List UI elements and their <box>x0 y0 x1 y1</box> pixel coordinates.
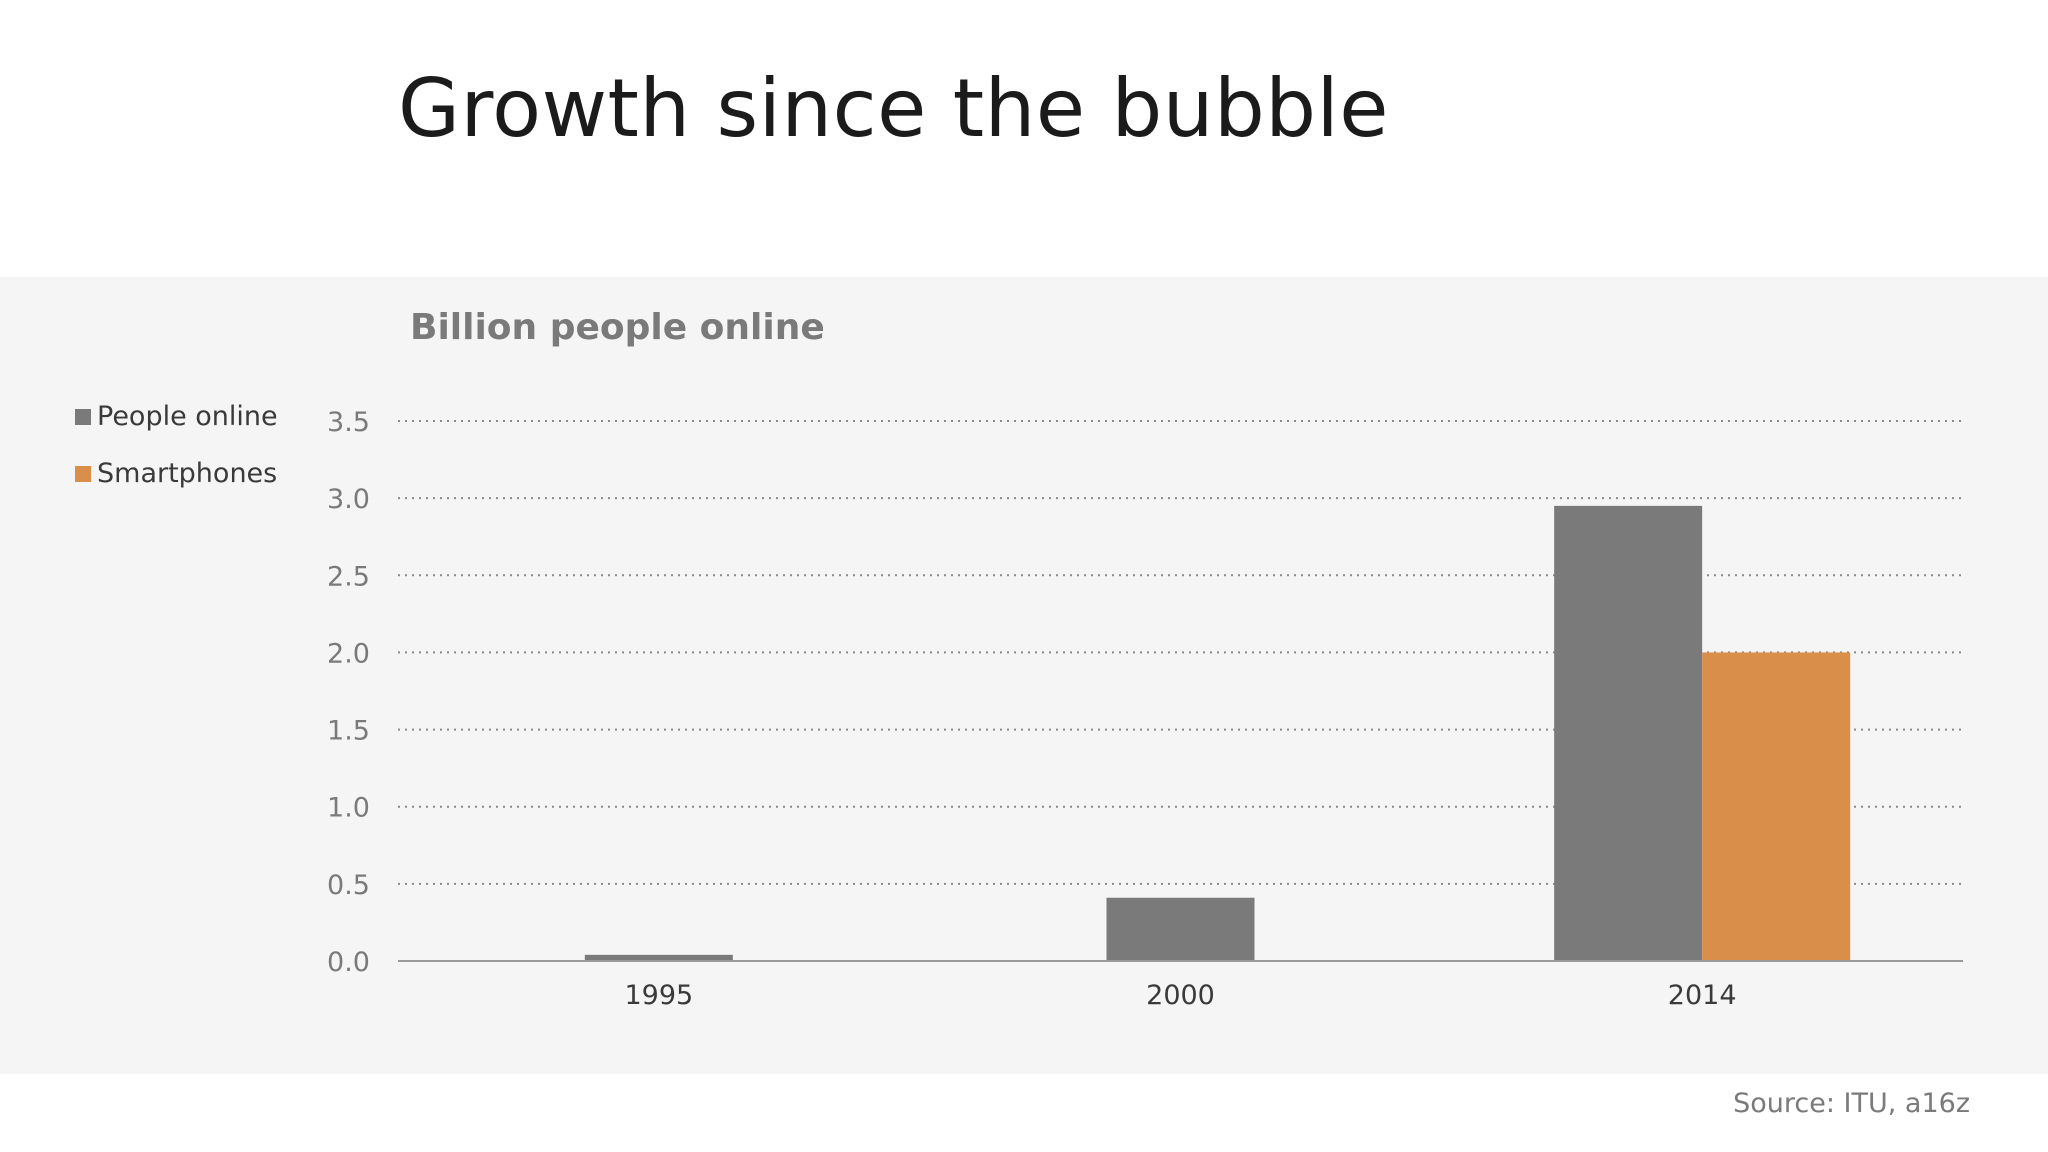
y-tick-label: 2.5 <box>327 561 370 592</box>
y-tick-label: 1.5 <box>327 716 370 747</box>
chart-title: Billion people online <box>410 307 825 348</box>
y-tick-label: 3.0 <box>327 484 370 515</box>
y-tick-label: 0.0 <box>327 947 370 978</box>
slide-title: Growth since the bubble <box>398 62 1389 155</box>
bar-people-online-2000 <box>1106 897 1255 961</box>
legend-label: People online <box>97 401 278 432</box>
bar-people-online-1995 <box>584 954 733 961</box>
y-tick-label: 0.5 <box>327 870 370 901</box>
chart-panel: Billion people online 0.0 0.5 1.0 1.5 2.0 2.5 3… <box>0 277 2048 1074</box>
bar-chart: Billion people online 0.0 0.5 1.0 1.5 2.0 2.5 3… <box>75 307 1963 1011</box>
x-tick-label: 1995 <box>624 980 693 1011</box>
bar-people-online-2014 <box>1554 505 1703 961</box>
legend-swatch <box>75 409 91 425</box>
y-tick-label: 1.0 <box>327 793 370 824</box>
source-note: Source: ITU, a16z <box>1733 1088 1970 1119</box>
x-tick-label: 2014 <box>1668 980 1737 1011</box>
bar-smartphones-2014 <box>1702 652 1851 961</box>
y-tick-label: 2.0 <box>327 638 370 669</box>
x-tick-label: 2000 <box>1146 980 1215 1011</box>
legend-swatch <box>75 466 91 482</box>
y-tick-label: 3.5 <box>327 407 370 438</box>
legend-label: Smartphones <box>97 458 277 489</box>
